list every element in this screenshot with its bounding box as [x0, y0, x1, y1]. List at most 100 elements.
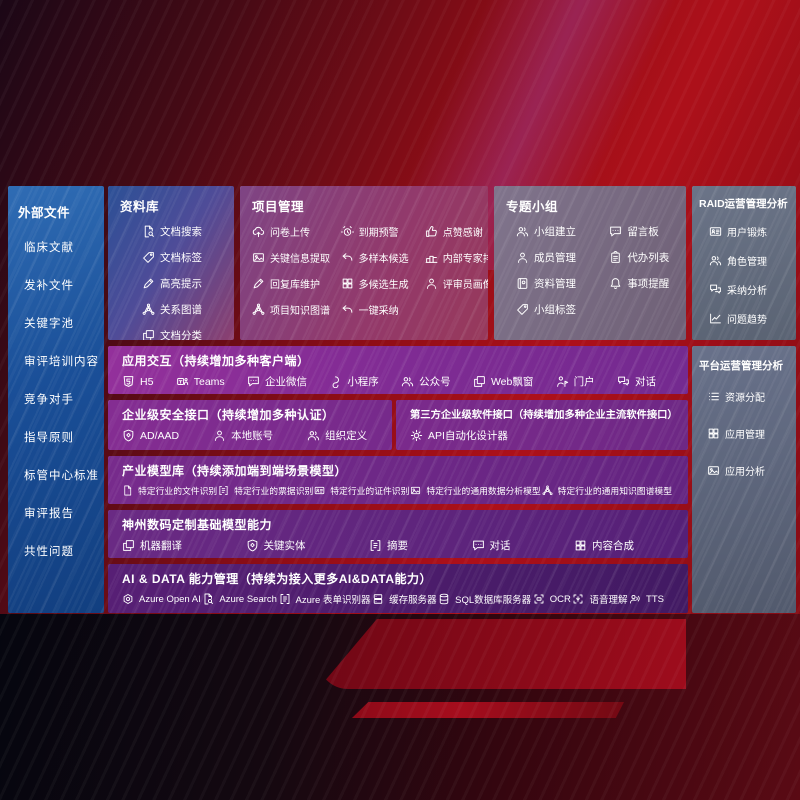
platform-list: 资源分配 应用管理 应用分析 [699, 389, 789, 478]
feature-item: H5 [122, 375, 153, 388]
chatqa-icon [617, 375, 630, 388]
feature-item: 事项提醒 [609, 276, 674, 291]
feature-label: Azure Open AI [139, 593, 201, 605]
raid-list: 用户锻炼 角色管理 采纳分析 问题趋势 [699, 224, 789, 326]
feature-item: 特定行业的通用数据分析模型 [410, 484, 541, 497]
feature-label: API自动化设计器 [428, 430, 508, 442]
img-icon [410, 485, 421, 496]
external-file-item: 审评培训内容 [24, 356, 99, 368]
feature-item: 留言板 [609, 224, 674, 239]
feature-label: OCR [549, 593, 571, 605]
ai-data-title: AI & DATA 能力管理（持续为接入更多AI&DATA能力） [122, 572, 432, 586]
feature-label: 缓存服务器 [389, 595, 437, 606]
project-management-box: 项目管理 问卷上传 关键信息提取 回复库维护 项目知识图谱 到期预警 多样本候选 多候选生… [240, 186, 488, 340]
feature-label: 摘要 [387, 540, 408, 552]
feature-item: 多候选生成 [341, 276, 417, 291]
feature-label: 成员管理 [534, 252, 576, 264]
feature-item: 一键采纳 [341, 302, 417, 317]
feature-item: 摘要 [369, 538, 408, 553]
feature-item: 问题趋势 [709, 311, 789, 326]
base-models-items: 机器翻译 关键实体 摘要 对话 内容合成 [122, 538, 674, 553]
feature-item: TTS [629, 593, 664, 605]
feature-label: TTS [646, 593, 664, 605]
feature-item: 回复库维护 [252, 276, 333, 291]
industry-models-title: 产业模型库（持续添加端到端场景模型） [122, 464, 348, 478]
feature-item: 文档分类 [142, 328, 222, 340]
app-interaction-items: H5 Teams 企业微信 小程序 公众号 Web飘窗 门户 对话 [122, 374, 674, 389]
security-api-items: AD/AAD 本地账号 组织定义 [122, 428, 378, 443]
feature-item: 小组建立 [516, 224, 601, 239]
feature-item: API自动化设计器 [410, 428, 508, 443]
form-icon [369, 539, 382, 552]
external-file-item: 关键字池 [24, 318, 74, 330]
docsearch-icon [202, 593, 214, 605]
people-icon [516, 225, 529, 238]
feature-label: 问题趋势 [727, 315, 767, 326]
feature-label: 特定行业的通用知识图谱模型 [557, 486, 672, 496]
cloudup-icon [252, 225, 265, 238]
feature-item: 对话 [472, 538, 511, 553]
feature-label: 机器翻译 [140, 540, 182, 552]
background-red-bar [352, 702, 624, 718]
db-icon [438, 593, 450, 605]
feature-item: 关键实体 [246, 538, 306, 553]
feature-item: 特定行业的通用知识图谱模型 [542, 484, 672, 497]
external-file-item: 标管中心标准 [24, 470, 99, 482]
feature-item: 小程序 [329, 374, 379, 389]
platform-operations-box: 平台运营管理分析 资源分配 应用管理 应用分析 [692, 346, 796, 613]
person-icon [425, 277, 438, 290]
portal-icon [556, 375, 569, 388]
album-icon [516, 277, 529, 290]
platform-operations-title: 平台运营管理分析 [699, 360, 783, 372]
thirdparty-api-items: API自动化设计器 [410, 428, 674, 443]
background-red-wedge [318, 619, 686, 689]
feature-item: Azure Search [202, 593, 277, 605]
feature-label: 项目知识图谱 [270, 306, 330, 317]
topic-group-title: 专题小组 [506, 200, 559, 214]
gear-icon [410, 429, 423, 442]
feature-label: 回复库维护 [270, 280, 320, 291]
people-icon [401, 375, 414, 388]
feature-label: 多候选生成 [358, 280, 409, 291]
thirdparty-api-title: 第三方企业级软件接口（持续增加多种企业主流软件接口） [410, 410, 678, 421]
feature-label: 资源分配 [725, 393, 765, 404]
industry-models-row: 产业模型库（持续添加端到端场景模型） 特定行业的文件识别 特定行业的票据识别 特定行… [108, 456, 688, 504]
app-interaction-row: 应用交互（持续增加多种客户端） H5 Teams 企业微信 小程序 公众号 Web飘窗 门户… [108, 346, 688, 394]
feature-label: Web飘窗 [490, 376, 534, 388]
feature-label: 企业微信 [265, 376, 307, 388]
feature-label: 本地账号 [231, 430, 274, 442]
feature-label: 内部专家排名 [442, 254, 488, 265]
feature-item: 机器翻译 [122, 538, 182, 553]
feature-item: 成员管理 [516, 250, 601, 265]
net-icon [252, 303, 265, 316]
feature-item: 对话 [617, 374, 656, 389]
img-icon [252, 251, 265, 264]
thirdparty-api-row: 第三方企业级软件接口（持续增加多种企业主流软件接口） API自动化设计器 [396, 400, 688, 450]
feature-label: Azure 表单识别器 [295, 595, 371, 606]
feature-item: 特定行业的证件识别 [314, 484, 409, 497]
tts-icon [629, 593, 641, 605]
feature-label: 关系图谱 [160, 304, 202, 316]
feature-label: 关键实体 [263, 540, 306, 552]
feature-label: SQL数据库服务器 [455, 595, 532, 606]
feature-label: 特定行业的文件识别 [138, 486, 218, 496]
feature-item: 内部专家排名 [425, 250, 488, 265]
h5-icon [122, 375, 135, 388]
feature-item: SQL数据库服务器 [438, 592, 531, 606]
feature-item: 特定行业的文件识别 [122, 484, 217, 497]
people-icon [709, 254, 722, 267]
external-files-panel: 外部文件 临床文献 发补文件 关键字池 审评培训内容 竞争对手 指导原则 标管中心标准 审评报… [8, 186, 104, 613]
mic-icon [572, 593, 584, 605]
feature-label: 应用管理 [725, 430, 765, 441]
ocr-icon [533, 593, 545, 605]
feature-item: 组织定义 [307, 428, 367, 443]
feature-label: Azure Search [219, 593, 277, 605]
server-icon [372, 593, 384, 605]
external-file-item: 共性问题 [24, 546, 74, 558]
feature-label: 文档搜索 [160, 226, 202, 238]
external-file-item: 发补文件 [24, 280, 74, 292]
feature-item: Azure Open AI [122, 593, 201, 605]
feature-label: 采纳分析 [727, 286, 767, 297]
feature-label: 公众号 [419, 376, 451, 388]
